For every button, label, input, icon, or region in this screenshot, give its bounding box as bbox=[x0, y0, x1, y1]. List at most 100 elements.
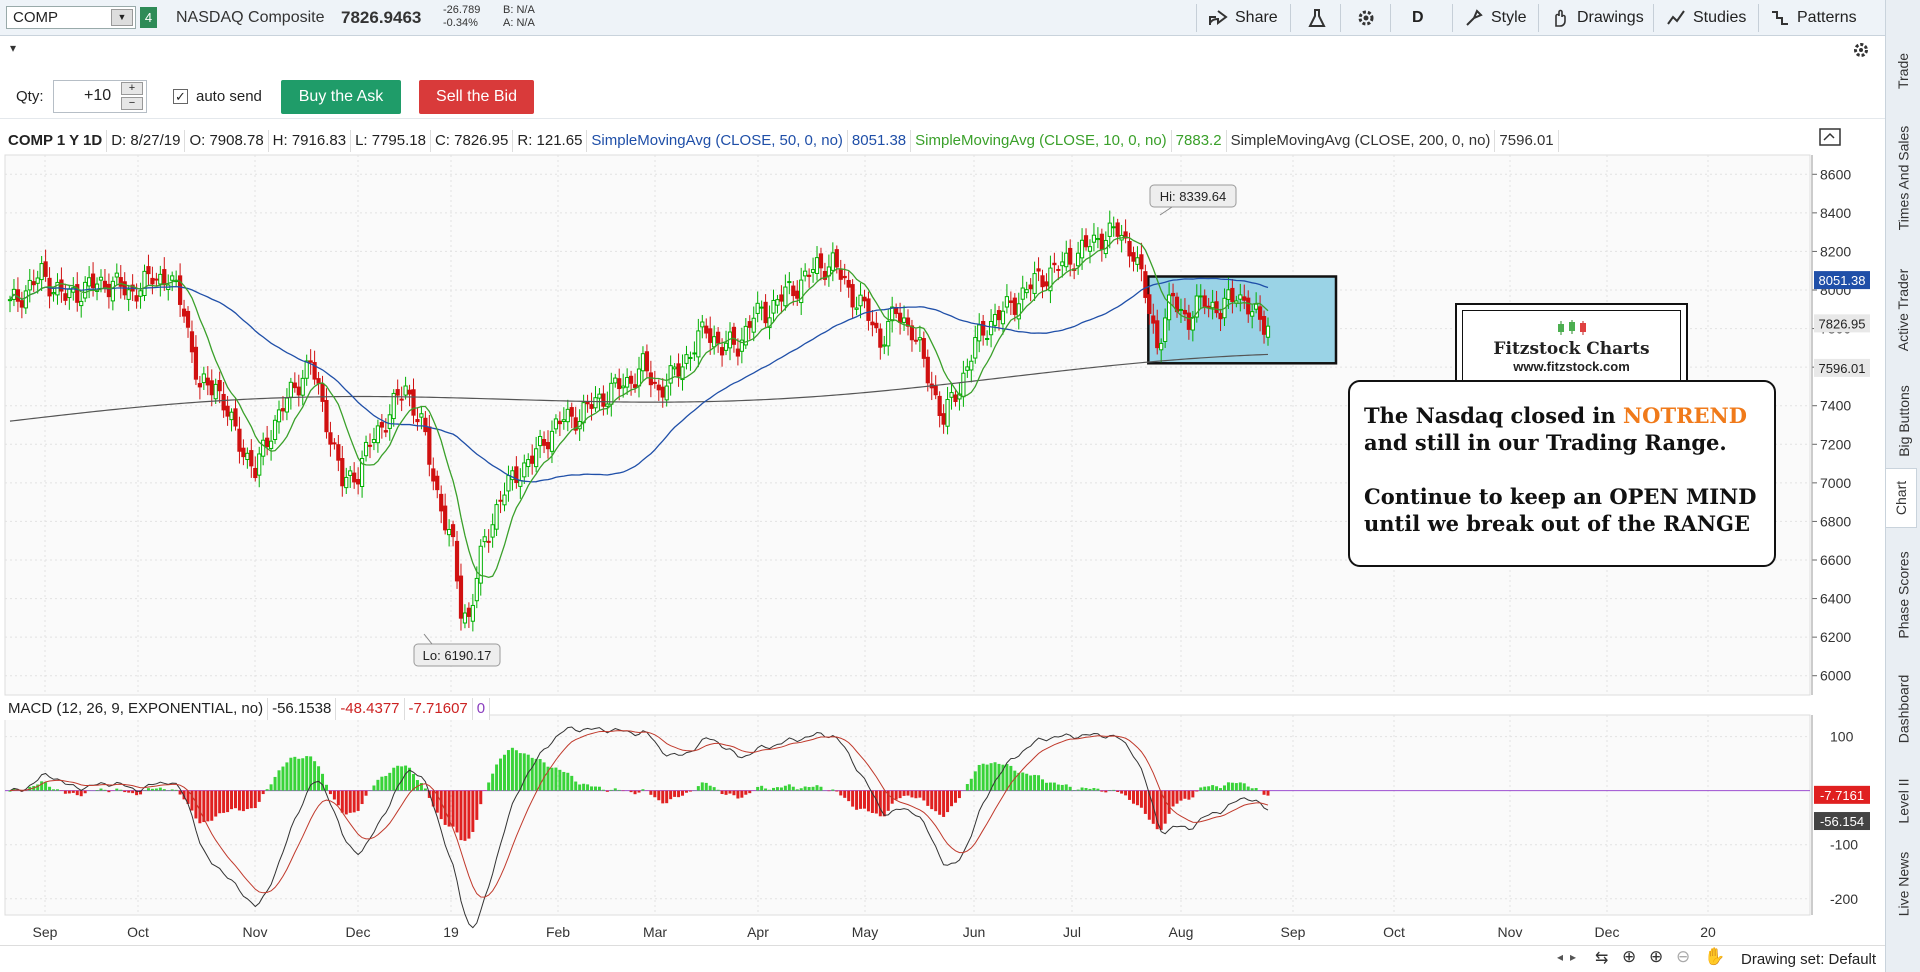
candle-body bbox=[1095, 237, 1100, 241]
auto-send-checkbox[interactable]: ✓ bbox=[173, 89, 188, 104]
qty-value: +10 bbox=[84, 87, 112, 104]
candle-body bbox=[411, 389, 416, 416]
tab-big-buttons[interactable]: Big Buttons bbox=[1890, 372, 1917, 470]
crosshair-icon[interactable]: ⊕ bbox=[1622, 947, 1637, 966]
sma50-label[interactable]: SimpleMovingAvg (CLOSE, 50, 0, no) bbox=[587, 130, 848, 152]
tab-times-and-sales[interactable]: Times And Sales bbox=[1890, 112, 1917, 244]
drawing-set-label[interactable]: Drawing set: Default bbox=[1741, 951, 1877, 968]
macd-histogram-bar bbox=[1183, 790, 1187, 799]
candle-body bbox=[973, 337, 978, 359]
macd-histogram-bar bbox=[744, 790, 748, 795]
note-emphasis: NOTREND bbox=[1622, 403, 1747, 428]
sma10-value: 7883.2 bbox=[1171, 130, 1227, 152]
candle-body bbox=[921, 338, 926, 359]
candle-body bbox=[407, 389, 412, 395]
macd-histogram-bar bbox=[332, 790, 336, 800]
candle-body bbox=[1226, 289, 1231, 300]
macd-histogram-bar bbox=[851, 790, 855, 807]
hand-icon[interactable]: ✋ bbox=[1704, 947, 1726, 966]
patterns-label: Patterns bbox=[1797, 9, 1857, 26]
sma200-label[interactable]: SimpleMovingAvg (CLOSE, 200, 0, no) bbox=[1226, 130, 1496, 152]
macd-histogram-bar bbox=[815, 785, 819, 791]
macd-histogram-bar bbox=[720, 790, 724, 795]
macd-histogram-bar bbox=[214, 790, 218, 817]
sma10-line bbox=[9, 236, 1269, 579]
sell-the-bid-button[interactable]: Sell the Bid bbox=[419, 80, 534, 114]
candle-body bbox=[1052, 262, 1057, 266]
chevron-down-icon[interactable]: ▼ bbox=[111, 9, 133, 26]
zoom-in-icon[interactable]: ⊕ bbox=[1649, 947, 1664, 966]
macd-histogram-bar bbox=[506, 750, 510, 791]
bar-high: H: 7916.83 bbox=[268, 130, 352, 152]
tab-chart[interactable]: Chart bbox=[1886, 468, 1917, 528]
macd-histogram-bar bbox=[835, 790, 839, 792]
share-button[interactable]: Share bbox=[1200, 0, 1286, 36]
sma10-label[interactable]: SimpleMovingAvg (CLOSE, 10, 0, no) bbox=[911, 130, 1172, 152]
drawings-button[interactable]: Drawings bbox=[1542, 0, 1652, 36]
pane-style-icon[interactable] bbox=[1819, 128, 1841, 146]
tab-trade[interactable]: Trade bbox=[1890, 40, 1917, 102]
tab-active-trader[interactable]: Active Trader bbox=[1890, 254, 1917, 366]
tab-dashboard[interactable]: Dashboard bbox=[1890, 660, 1917, 758]
time-tick-label: Jun bbox=[963, 924, 986, 940]
macd-histogram-bar bbox=[661, 790, 665, 804]
bottom-bar: ◂ ▸ ⇆ ⊕ ⊕ ⊖ ✋ Drawing set: Default bbox=[0, 945, 1885, 972]
candle-body bbox=[660, 386, 665, 398]
macd-histogram-bar bbox=[443, 790, 447, 825]
candle-body bbox=[379, 422, 384, 428]
zoom-out-icon[interactable]: ⊖ bbox=[1676, 947, 1691, 966]
tab-live-news[interactable]: Live News bbox=[1890, 836, 1917, 932]
aggregation-button[interactable]: D bbox=[1404, 0, 1432, 36]
studies-button[interactable]: Studies bbox=[1658, 0, 1754, 36]
macd-histogram-bar bbox=[1135, 790, 1139, 806]
tab-level-ii[interactable]: Level II bbox=[1890, 758, 1917, 844]
sma200-value: 7596.01 bbox=[1495, 130, 1559, 152]
candle-body bbox=[371, 438, 377, 444]
settings-button[interactable] bbox=[1348, 0, 1384, 36]
change-value: -26.789 bbox=[443, 4, 481, 16]
time-tick-label: 19 bbox=[443, 924, 459, 940]
buy-the-ask-button[interactable]: Buy the Ask bbox=[281, 80, 401, 114]
macd-histogram-bar bbox=[859, 790, 863, 809]
style-button[interactable]: Style bbox=[1456, 0, 1535, 36]
decrement-button[interactable]: − bbox=[121, 97, 143, 110]
scroll-right-icon[interactable]: ▸ bbox=[1570, 950, 1577, 964]
macd-histogram-bar bbox=[1250, 788, 1254, 791]
net-change: -26.789 -0.34% bbox=[443, 4, 480, 30]
link-group-badge[interactable]: 4 bbox=[140, 7, 157, 28]
macd-histogram-bar bbox=[914, 790, 918, 799]
gear-icon[interactable] bbox=[1852, 41, 1870, 59]
scroll-left-icon[interactable]: ◂ bbox=[1557, 950, 1564, 964]
candle-body bbox=[359, 457, 365, 487]
macd-pane[interactable] bbox=[4, 714, 1811, 916]
symbol-selector[interactable]: COMP ▼ bbox=[6, 6, 136, 29]
candle-body bbox=[842, 275, 847, 279]
auto-send-label: auto send bbox=[196, 88, 262, 105]
macd-histogram-bar bbox=[574, 781, 578, 791]
macd-histogram-bar bbox=[178, 790, 182, 795]
chevron-down-icon[interactable]: ▾ bbox=[10, 41, 17, 55]
macd-histogram-bar bbox=[1021, 772, 1025, 791]
macd-label[interactable]: MACD (12, 26, 9, EXPONENTIAL, no) bbox=[4, 698, 269, 720]
macd-histogram-bar bbox=[926, 790, 930, 806]
candle-body bbox=[98, 276, 104, 281]
macd-histogram-bar bbox=[502, 754, 506, 791]
macd-histogram-bar bbox=[953, 790, 957, 803]
candle-body bbox=[846, 279, 851, 288]
bar-open: O: 7908.78 bbox=[185, 130, 269, 152]
macd-histogram-bar bbox=[578, 784, 582, 791]
increment-button[interactable]: + bbox=[121, 82, 143, 95]
patterns-button[interactable]: Patterns bbox=[1762, 0, 1865, 36]
candle-body bbox=[1000, 310, 1006, 325]
pan-icon[interactable]: ⇆ bbox=[1595, 950, 1609, 967]
macd-histogram-bar bbox=[862, 790, 866, 809]
macd-histogram-bar bbox=[819, 786, 823, 791]
flask-button[interactable] bbox=[1300, 0, 1334, 36]
tab-phase-scores[interactable]: Phase Scores bbox=[1890, 540, 1917, 650]
instrument-name: NASDAQ Composite bbox=[176, 9, 325, 26]
candle-body bbox=[35, 277, 40, 284]
macd-histogram-bar bbox=[52, 789, 56, 791]
candle-body bbox=[1167, 294, 1172, 321]
macd-histogram-bar bbox=[1139, 790, 1143, 808]
macd-histogram-bar bbox=[965, 784, 969, 791]
